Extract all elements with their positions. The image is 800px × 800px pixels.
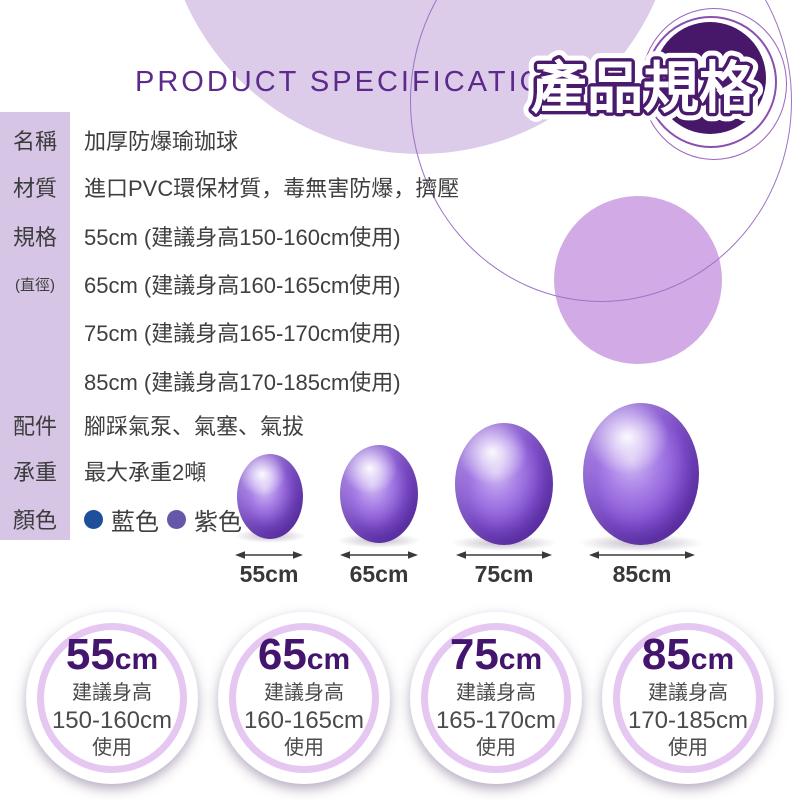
color-swatch-blue bbox=[84, 509, 103, 529]
circle-size-title: 55cm bbox=[66, 633, 158, 677]
use-label: 使用 bbox=[284, 737, 324, 759]
height-range: 165-170cm bbox=[435, 707, 557, 734]
yoga-ball-85cm bbox=[583, 403, 699, 545]
spec-label-diameter: (直徑) bbox=[15, 276, 55, 294]
diameter-arrow-icon bbox=[340, 551, 418, 559]
diameter-arrow-icon bbox=[235, 551, 303, 559]
yoga-ball-75cm bbox=[455, 423, 553, 545]
size-circle-65cm: 65cm 建議身高 160-165cm 使用 bbox=[218, 612, 390, 784]
size-number: 65 bbox=[257, 630, 307, 679]
spec-value: 最大承重2噸 bbox=[84, 460, 207, 485]
spec-row-color: 顏色 藍色 紫色 bbox=[0, 502, 760, 536]
spec-row-material: 材質 進口PVC環保材質，毒無害防爆，擠壓 bbox=[0, 170, 760, 204]
size-number: 55 bbox=[65, 630, 115, 679]
size-unit: cm bbox=[306, 643, 351, 676]
circle-ring bbox=[421, 623, 571, 773]
circle-size-title: 75cm bbox=[450, 633, 542, 677]
height-range: 150-160cm bbox=[51, 707, 173, 734]
spec-row-accessories: 配件 腳踩氣泵、氣塞、氣拔 bbox=[0, 408, 760, 442]
diameter-arrow-icon bbox=[589, 551, 695, 559]
spec-row-size-75: 75cm (建議身高165-170cm使用) bbox=[0, 315, 760, 349]
height-hint: 建議身高 bbox=[72, 682, 152, 704]
spec-value: 85cm (建議身高170-185cm使用) bbox=[84, 370, 401, 395]
spec-value: 加厚防爆瑜珈球 bbox=[84, 129, 239, 154]
ball-size-label: 55cm bbox=[239, 561, 299, 587]
spec-label: 配件 bbox=[12, 414, 57, 439]
spec-label: 顏色 bbox=[12, 508, 57, 533]
height-hint: 建議身高 bbox=[648, 682, 728, 704]
spec-value: 腳踩氣泵、氣塞、氣拔 bbox=[84, 414, 305, 439]
spec-value: 55cm (建議身高150-160cm使用) bbox=[84, 225, 401, 250]
height-hint: 建議身高 bbox=[264, 682, 344, 704]
spec-row-load: 承重 最大承重2噸 bbox=[0, 454, 760, 488]
badge-title: 產品規格 產品規格 產品規格 bbox=[523, 48, 765, 128]
circle-size-title: 65cm bbox=[258, 633, 350, 677]
color-name-purple: 紫色 bbox=[194, 508, 242, 536]
circle-ring bbox=[613, 623, 763, 773]
ball-size-label: 85cm bbox=[612, 561, 672, 587]
yoga-ball-55cm bbox=[237, 454, 303, 539]
size-unit: cm bbox=[690, 643, 735, 676]
spec-label: 規格 bbox=[12, 225, 57, 250]
spec-value: 75cm (建議身高165-170cm使用) bbox=[84, 321, 401, 346]
height-range: 160-165cm bbox=[243, 707, 365, 734]
spec-value: 進口PVC環保材質，毒無害防爆，擠壓 bbox=[84, 176, 460, 201]
spec-label-strip bbox=[0, 112, 70, 540]
diameter-arrow-icon bbox=[456, 551, 552, 559]
spec-row-size-65: (直徑) 65cm (建議身高160-165cm使用) bbox=[0, 267, 760, 301]
size-circle-55cm: 55cm 建議身高 150-160cm 使用 bbox=[26, 612, 198, 784]
use-label: 使用 bbox=[668, 737, 708, 759]
size-number: 85 bbox=[641, 630, 691, 679]
color-name-blue: 藍色 bbox=[111, 508, 159, 536]
spec-row-name: 名稱 加厚防爆瑜珈球 bbox=[0, 123, 760, 157]
size-circle-85cm: 85cm 建議身高 170-185cm 使用 bbox=[602, 612, 774, 784]
spec-row-size-55: 規格 55cm (建議身高150-160cm使用) bbox=[0, 219, 760, 253]
color-options: 藍色 紫色 bbox=[70, 502, 242, 537]
height-range: 170-185cm bbox=[627, 707, 749, 734]
color-swatch-purple bbox=[167, 509, 186, 529]
spec-label: 承重 bbox=[12, 460, 57, 485]
spec-value: 65cm (建議身高160-165cm使用) bbox=[84, 273, 401, 298]
page-title-english: PRODUCT SPECIFICATION bbox=[135, 66, 570, 98]
circle-ring bbox=[37, 623, 187, 773]
ball-size-label: 75cm bbox=[474, 561, 534, 587]
spec-label: 材質 bbox=[12, 176, 57, 201]
badge-title-text: 產品規格 bbox=[531, 57, 756, 120]
height-hint: 建議身高 bbox=[456, 682, 536, 704]
size-circle-75cm: 75cm 建議身高 165-170cm 使用 bbox=[410, 612, 582, 784]
use-label: 使用 bbox=[92, 737, 132, 759]
spec-label: 名稱 bbox=[12, 129, 57, 154]
circle-ring bbox=[229, 623, 379, 773]
use-label: 使用 bbox=[476, 737, 516, 759]
circle-size-title: 85cm bbox=[642, 633, 734, 677]
yoga-ball-65cm bbox=[340, 445, 418, 543]
size-number: 75 bbox=[449, 630, 499, 679]
spec-row-size-85: 85cm (建議身高170-185cm使用) bbox=[0, 364, 760, 398]
size-unit: cm bbox=[114, 643, 159, 676]
ball-size-label: 65cm bbox=[349, 561, 409, 587]
size-unit: cm bbox=[498, 643, 543, 676]
